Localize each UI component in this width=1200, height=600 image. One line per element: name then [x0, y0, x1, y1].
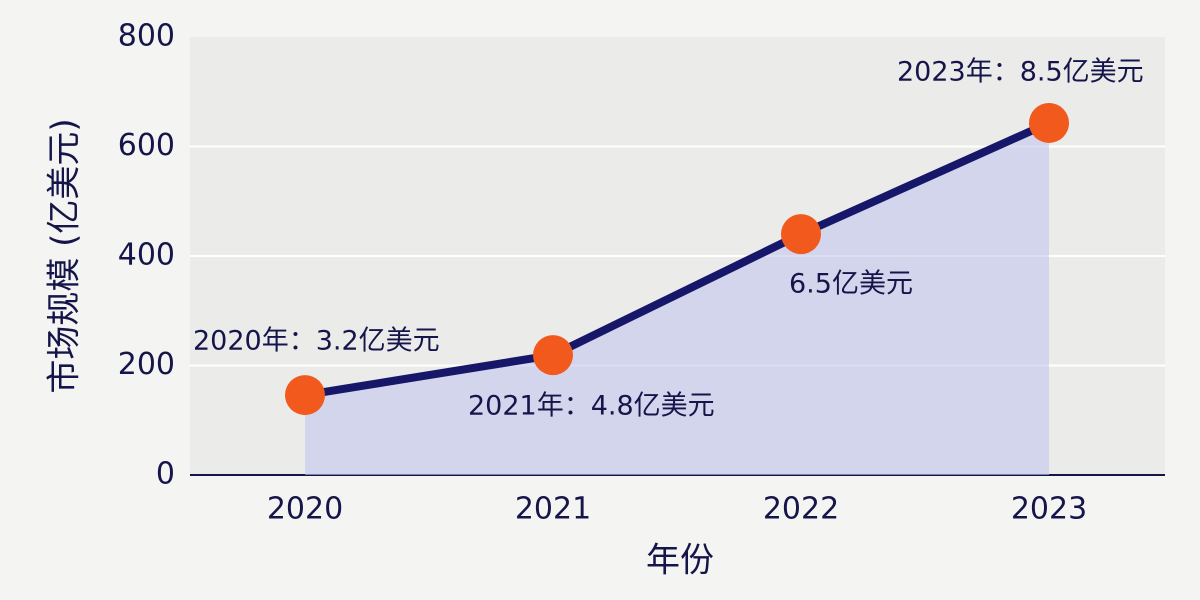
y-tick-label: 200 [118, 347, 175, 382]
annotation: 2021年：4.8亿美元 [468, 391, 715, 422]
y-tick-label: 400 [118, 238, 175, 273]
x-tick-label: 2021 [515, 492, 591, 527]
y-tick-label: 0 [156, 457, 175, 492]
marker [781, 214, 821, 255]
y-axis-title: 市场规模 (亿美元) [45, 118, 85, 393]
annotation: 6.5亿美元 [789, 269, 913, 300]
x-tick-label: 2022 [763, 492, 839, 527]
annotation: 2023年：8.5亿美元 [897, 57, 1144, 88]
marker [1029, 102, 1069, 143]
line [304, 119, 1051, 400]
marker [285, 375, 325, 416]
x-tick-label: 2020 [267, 492, 343, 527]
x-tick-label: 2023 [1011, 492, 1087, 527]
marker [533, 335, 573, 376]
annotation: 2020年：3.2亿美元 [193, 326, 440, 357]
y-tick-label: 600 [118, 128, 175, 163]
y-tick-label: 800 [118, 19, 175, 54]
x-axis-title: 年份 [646, 541, 714, 581]
